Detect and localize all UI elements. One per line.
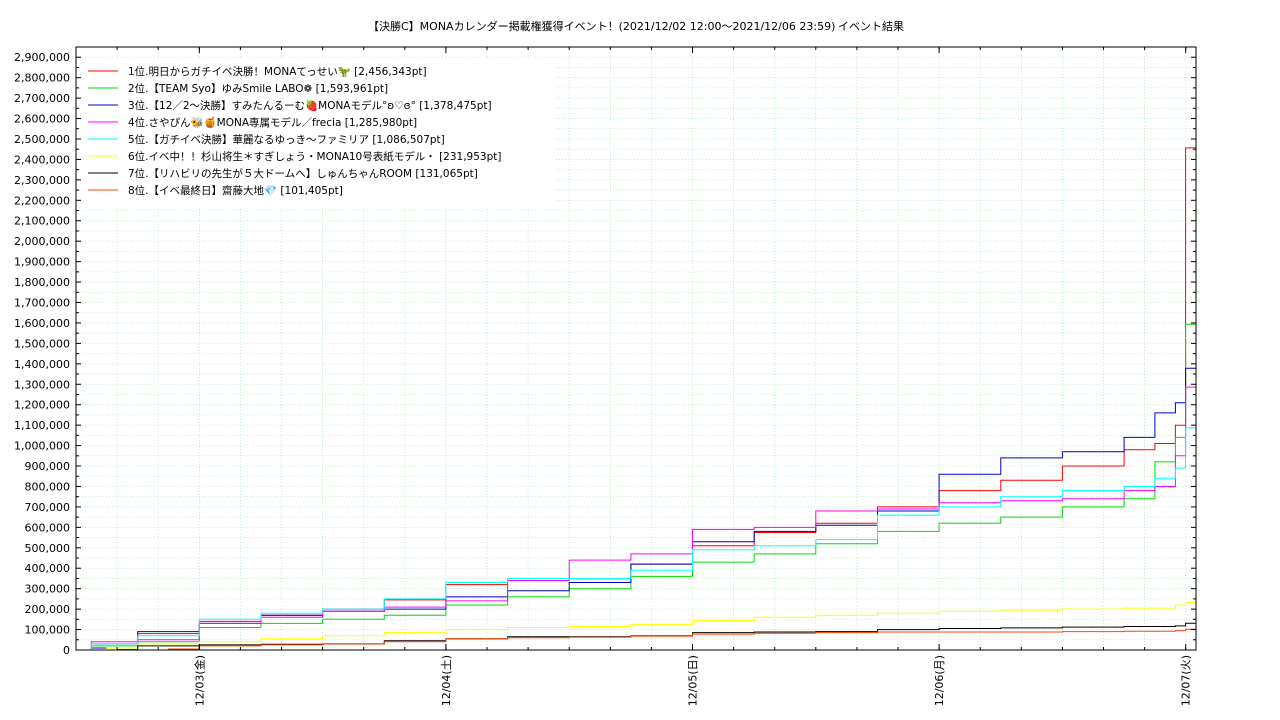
legend-label-1: 1位.明日からガチイベ決勝！MONAてっせい🦖 [2,456,343pt]	[128, 65, 427, 78]
y-tick-label: 1,700,000	[14, 297, 70, 310]
y-tick-label: 1,400,000	[14, 358, 70, 371]
series-line-1	[76, 147, 1196, 651]
y-tick-label: 2,800,000	[14, 72, 70, 85]
y-tick-label: 900,000	[25, 460, 71, 473]
y-tick-label: 2,500,000	[14, 133, 70, 146]
y-tick-label: 800,000	[25, 480, 71, 493]
legend-label-7: 7位.【リハビリの先生が５大ドームへ】しゅんちゃんROOM [131,065pt…	[128, 167, 478, 180]
y-tick-label: 2,000,000	[14, 235, 70, 248]
legend-label-8: 8位.【イベ最終日】齋藤大地💎 [101,405pt]	[128, 184, 343, 197]
y-tick-label: 2,400,000	[14, 153, 70, 166]
y-tick-label: 2,700,000	[14, 92, 70, 105]
series-line-2	[76, 323, 1196, 651]
x-tick-label: 12/04(土)	[440, 655, 453, 706]
y-tick-label: 1,100,000	[14, 419, 70, 432]
legend-label-2: 2位.【TEAM Syo】ゆみSmile LABO❁ [1,593,961pt]	[128, 82, 388, 95]
y-tick-label: 1,200,000	[14, 399, 70, 412]
x-tick-label: 12/03(金)	[192, 655, 206, 706]
y-tick-label: 1,300,000	[14, 378, 70, 391]
x-tick-label: 12/07(火)	[1180, 655, 1193, 706]
legend-label-6: 6位.イベ中！！杉山将生＊すぎしょう・MONA10号表紙モデル・ [231,95…	[128, 150, 501, 163]
legend-label-3: 3位.【12／2～決勝】すみたんるーむ🍓MONAモデル°ʚ♡ɞ° [1,378,…	[128, 99, 492, 112]
y-tick-label: 1,900,000	[14, 256, 70, 269]
series-line-8	[76, 628, 1196, 651]
chart-title: 【決勝C】MONAカレンダー掲載権獲得イベント！(2021/12/02 12:0…	[368, 19, 835, 33]
y-tick-label: 500,000	[25, 542, 71, 555]
y-tick-label: 1,500,000	[14, 337, 70, 350]
y-tick-label: 400,000	[25, 562, 71, 575]
y-tick-label: 700,000	[25, 501, 71, 514]
series-line-6	[76, 602, 1196, 651]
legend-background	[80, 59, 556, 207]
series-line-3	[76, 367, 1196, 651]
x-tick-label: 12/05(日)	[687, 655, 700, 706]
legend-label-4: 4位.さやぴん🐝🍯MONA専属モデル／frecia [1,285,980pt]	[128, 116, 417, 129]
y-tick-label: 200,000	[25, 603, 71, 616]
y-tick-label: 2,900,000	[14, 51, 70, 64]
y-tick-label: 100,000	[25, 624, 71, 637]
y-tick-label: 1,600,000	[14, 317, 70, 330]
y-tick-label: 1,000,000	[14, 440, 70, 453]
chart-title-group: 【決勝C】MONAカレンダー掲載権獲得イベント！(2021/12/02 12:0…	[368, 19, 904, 33]
legend-label-5: 5位.【ガチイベ決勝】華麗なるゆっき〜ファミリア [1,086,507pt]	[128, 133, 445, 146]
y-tick-label: 2,200,000	[14, 194, 70, 207]
y-tick-label: 0	[63, 644, 70, 657]
y-tick-label: 2,300,000	[14, 174, 70, 187]
y-tick-label: 1,800,000	[14, 276, 70, 289]
series-line-4	[76, 386, 1196, 651]
y-tick-label: 300,000	[25, 583, 71, 596]
grid-lines	[76, 47, 1196, 650]
y-tick-label: 600,000	[25, 521, 71, 534]
plot-frame	[75, 46, 1197, 651]
legend: 1位.明日からガチイベ決勝！MONAてっせい🦖 [2,456,343pt] 2位.…	[88, 65, 501, 197]
y-tick-label: 2,600,000	[14, 113, 70, 126]
y-tick-label: 2,100,000	[14, 215, 70, 228]
axes: 0 100,000 200,000 300,000 400,000 500,000 600,…	[14, 46, 1197, 706]
chart-title-suffix: イベント結果	[838, 19, 904, 33]
series-lines	[76, 147, 1196, 651]
series-line-5	[76, 427, 1196, 651]
x-tick-label: 12/06(月)	[933, 655, 946, 706]
